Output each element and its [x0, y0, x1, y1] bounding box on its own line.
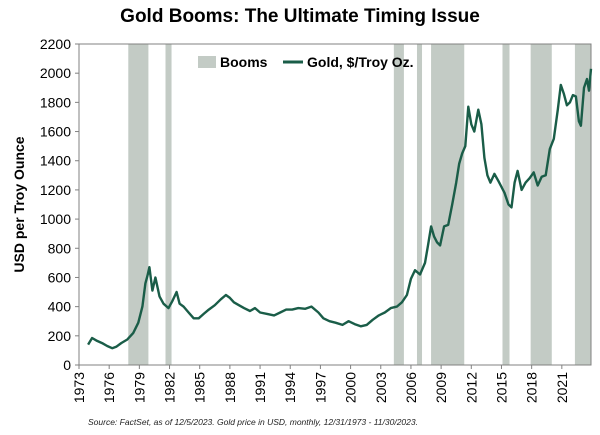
y-tick-label: 1200 — [40, 182, 71, 198]
y-tick-label: 2000 — [40, 65, 71, 81]
y-tick-label: 1600 — [40, 124, 71, 140]
boom-band — [416, 44, 423, 365]
plot-area-frame — [78, 43, 592, 366]
x-tick-label: 2021 — [554, 372, 570, 403]
x-tick-label: 1988 — [222, 372, 238, 403]
legend-swatch-booms — [198, 56, 216, 68]
x-tick-label: 1991 — [252, 372, 268, 403]
chart-title: Gold Booms: The Ultimate Timing Issue — [120, 6, 480, 27]
x-tick-label: 2012 — [463, 372, 479, 403]
x-tick-label: 1982 — [162, 372, 178, 403]
x-tick-label: 2003 — [373, 372, 389, 403]
legend-label-booms: Booms — [220, 54, 268, 70]
boom-band — [393, 44, 404, 365]
x-tick-label: 2015 — [493, 372, 509, 403]
x-tick-label: 1994 — [282, 372, 298, 403]
y-axis: 0 200 400 600 800 1000 1200 1400 1600 1800 2000 220… — [40, 36, 79, 373]
legend: Booms Gold, $/Troy Oz. — [198, 54, 414, 70]
y-axis-title: USD per Troy Ounce — [11, 136, 27, 272]
gold-price-line — [87, 68, 593, 350]
x-tick-label: 2018 — [524, 372, 540, 403]
x-tick-label: 1976 — [101, 372, 117, 403]
x-tick-label: 1997 — [312, 372, 328, 403]
x-tick-label: 1985 — [192, 372, 208, 403]
y-tick-label: 0 — [63, 357, 71, 373]
y-tick-label: 400 — [48, 299, 72, 315]
boom-band — [165, 44, 172, 365]
y-tick-label: 1000 — [40, 211, 71, 227]
source-note: Source: FactSet, as of 12/5/2023. Gold p… — [88, 417, 418, 427]
x-tick-label: 1973 — [71, 372, 87, 403]
y-tick-label: 200 — [48, 328, 72, 344]
x-tick-label: 2009 — [433, 372, 449, 403]
legend-label-gold: Gold, $/Troy Oz. — [307, 54, 414, 70]
boom-band — [530, 44, 552, 365]
x-axis: 1973 1976 1979 1982 1985 1988 1991 1994 1997 2000… — [71, 365, 570, 403]
y-tick-label: 800 — [48, 240, 72, 256]
y-tick-label: 2200 — [40, 36, 71, 52]
boom-band — [431, 44, 465, 365]
boom-bands — [128, 44, 591, 365]
x-tick-label: 1979 — [131, 372, 147, 403]
boom-band — [502, 44, 510, 365]
y-tick-label: 1400 — [40, 153, 71, 169]
x-tick-label: 2006 — [403, 372, 419, 403]
boom-band — [128, 44, 149, 365]
y-tick-label: 1800 — [40, 94, 71, 110]
x-tick-label: 2000 — [343, 372, 359, 403]
y-tick-label: 600 — [48, 269, 72, 285]
